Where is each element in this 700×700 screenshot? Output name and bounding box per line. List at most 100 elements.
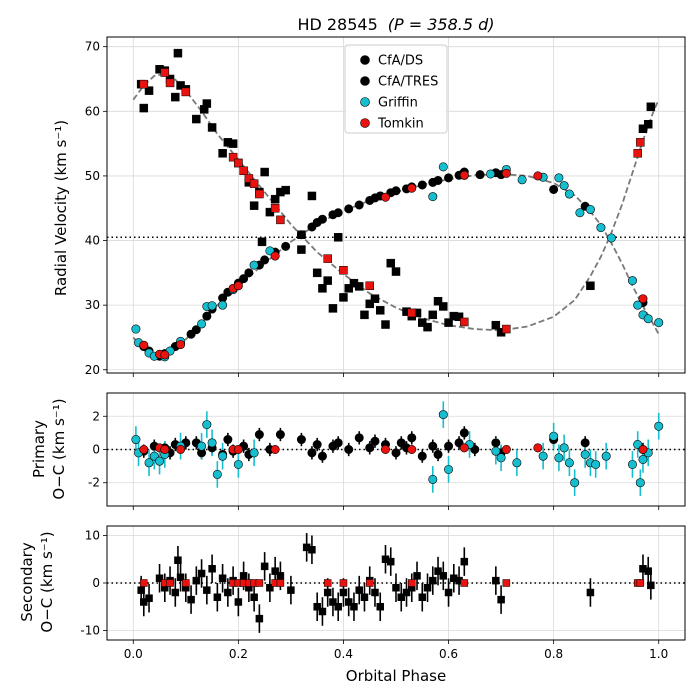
primary-griffin-point bbox=[564, 189, 574, 199]
primary-griffin-point bbox=[207, 301, 217, 311]
primary-griffin-residual bbox=[155, 456, 165, 466]
secondary-tomkin-residual bbox=[636, 579, 645, 587]
primary-residual-panel: -2 0 2 bbox=[88, 392, 686, 510]
secondary-tomkin-point bbox=[502, 324, 511, 334]
primary-griffin-point bbox=[606, 233, 616, 243]
primary-cfa-residual bbox=[307, 448, 317, 458]
primary-cfa-residual bbox=[333, 438, 343, 448]
primary-griffin-residual bbox=[538, 451, 548, 461]
primary-griffin-point bbox=[559, 181, 569, 191]
primary-cfa-residual bbox=[428, 441, 438, 451]
primary-griffin-residual bbox=[218, 451, 228, 461]
primary-griffin-residual bbox=[144, 458, 154, 468]
secondary-tomkin-point bbox=[270, 203, 280, 213]
primary-cfa-point bbox=[296, 230, 306, 240]
secondary-tomkin-point bbox=[323, 254, 332, 263]
secondary-cfa-point bbox=[423, 322, 432, 332]
secondary-cfa-residual bbox=[329, 598, 337, 606]
secondary-tomkin-point bbox=[139, 79, 149, 89]
secondary-cfa-residual bbox=[386, 557, 395, 566]
primary-cfa-residual bbox=[491, 438, 501, 448]
secondary-cfa-residual bbox=[376, 603, 384, 611]
secondary-cfa-point bbox=[354, 282, 364, 291]
primary-cfa-point bbox=[444, 173, 454, 183]
primary-tomkin-residual bbox=[407, 444, 417, 454]
primary-cfa-residual bbox=[223, 435, 233, 445]
primary-tomkin-point bbox=[380, 192, 390, 202]
primary-tomkin-residual bbox=[380, 444, 390, 454]
secondary-tomkin-residual bbox=[182, 579, 190, 587]
secondary-cfa-point bbox=[375, 306, 385, 315]
secondary-cfa-residual bbox=[218, 574, 227, 582]
primary-tomkin-residual bbox=[459, 443, 469, 453]
secondary-cfa-point bbox=[643, 119, 653, 129]
secondary-y-tick-label: -10 bbox=[80, 624, 100, 638]
secondary-cfa-residual bbox=[155, 574, 164, 582]
legend-marker bbox=[360, 97, 370, 107]
secondary-cfa-point bbox=[144, 86, 154, 95]
primary-griffin-point bbox=[554, 173, 564, 183]
x-tick-label: 0.0 bbox=[124, 647, 143, 661]
secondary-cfa-residual bbox=[334, 603, 342, 611]
secondary-cfa-residual bbox=[423, 584, 432, 592]
secondary-cfa-residual bbox=[239, 572, 248, 580]
secondary-cfa-residual bbox=[439, 572, 448, 580]
primary-orbit-curve bbox=[132, 173, 660, 356]
primary-griffin-point bbox=[218, 300, 228, 310]
secondary-cfa-residual bbox=[355, 586, 363, 594]
primary-cfa-residual bbox=[580, 438, 590, 448]
secondary-cfa-point bbox=[260, 167, 269, 177]
legend-label: CfA/DS bbox=[378, 54, 423, 69]
main-y-tick-label: 40 bbox=[85, 234, 100, 248]
secondary-cfa-point bbox=[370, 294, 380, 303]
primary-griffin-residual bbox=[197, 441, 207, 451]
secondary-tomkin-residual bbox=[276, 579, 285, 587]
secondary-tomkin-point bbox=[165, 78, 175, 88]
primary-cfa-residual bbox=[312, 440, 322, 450]
primary-cfa-residual bbox=[344, 444, 354, 454]
primary-tomkin-point bbox=[160, 350, 170, 360]
primary-griffin-point bbox=[197, 319, 207, 329]
secondary-cfa-residual bbox=[413, 572, 421, 580]
secondary-tomkin-point bbox=[633, 149, 642, 158]
secondary-cfa-point bbox=[491, 320, 501, 330]
secondary-cfa-residual bbox=[350, 603, 358, 611]
secondary-tomkin-point bbox=[234, 158, 243, 168]
secondary-cfa-residual bbox=[187, 595, 195, 604]
secondary-cfa-residual bbox=[197, 569, 206, 578]
secondary-cfa-residual bbox=[308, 546, 316, 554]
primary-cfa-point bbox=[239, 274, 249, 284]
secondary-cfa-point bbox=[586, 281, 595, 291]
secondary-cfa-point bbox=[257, 237, 267, 247]
main-y-tick-label: 60 bbox=[85, 104, 100, 118]
secondary-cfa-point bbox=[171, 92, 180, 102]
secondary-cfa-residual bbox=[271, 567, 279, 575]
primary-cfa-residual bbox=[275, 430, 285, 440]
legend-marker bbox=[360, 76, 370, 86]
primary-cfa-point bbox=[354, 200, 364, 210]
primary-griffin-residual bbox=[491, 446, 501, 456]
primary-griffin-residual bbox=[559, 443, 569, 453]
primary-cfa-point bbox=[244, 268, 254, 278]
primary-tomkin-residual bbox=[176, 444, 186, 454]
secondary-tomkin-point bbox=[365, 281, 374, 291]
secondary-residual-panel: 0.0 0.2 0.4 0.6 0.8 1.0 -10 0 10 bbox=[80, 525, 686, 661]
secondary-cfa-residual bbox=[145, 594, 153, 602]
primary-griffin-point bbox=[654, 318, 664, 328]
primary-tomkin-point bbox=[270, 251, 280, 261]
primary-griffin-residual bbox=[549, 431, 559, 441]
secondary-cfa-residual bbox=[192, 576, 201, 585]
secondary-cfa-residual bbox=[460, 557, 469, 566]
primary-griffin-residual bbox=[570, 478, 580, 488]
secondary-tomkin-point bbox=[276, 215, 285, 225]
secondary-tomkin-residual bbox=[255, 579, 264, 587]
primary-griffin-residual bbox=[202, 420, 212, 430]
y-axis-label-primary-line1: Primary bbox=[30, 420, 48, 478]
primary-cfa-residual bbox=[444, 441, 454, 451]
secondary-cfa-residual bbox=[260, 562, 269, 571]
secondary-cfa-residual bbox=[250, 593, 258, 601]
primary-griffin-point bbox=[643, 314, 653, 324]
secondary-tomkin-point bbox=[228, 152, 238, 162]
primary-cfa-residual bbox=[459, 428, 469, 438]
primary-tomkin-point bbox=[533, 171, 543, 181]
